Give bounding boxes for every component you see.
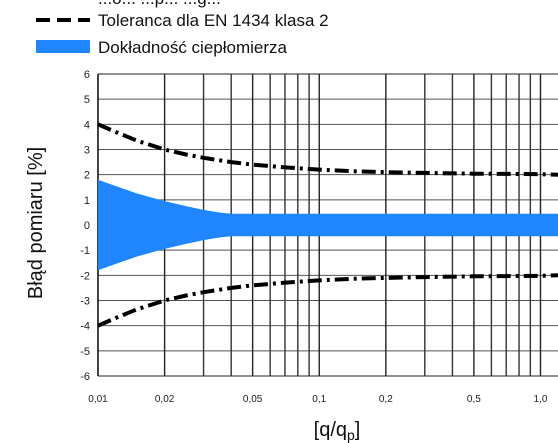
- y-tick-label: -1: [80, 245, 90, 257]
- x-axis-title-subscript: p: [347, 427, 355, 443]
- y-tick-label: 4: [84, 119, 90, 131]
- y-tick-label: 6: [84, 69, 90, 81]
- y-tick-label: -2: [80, 270, 90, 282]
- x-tick-label: 0,2: [379, 394, 393, 405]
- y-tick-label: -4: [80, 321, 90, 333]
- y-tick-label: 1: [84, 195, 90, 207]
- legend-cropped-row: ...ó... ...p... ...g...: [98, 0, 221, 8]
- x-tick-label: 0,05: [243, 394, 263, 405]
- series-tolerance-lower: [97, 273, 558, 328]
- y-axis-ticks: 6 5 4 3 2 1 0 -1 -2 -3 -4 -5 -6: [80, 69, 90, 383]
- x-axis-title-close: ]: [355, 419, 361, 441]
- y-tick-label: 3: [84, 145, 90, 157]
- x-tick-label: 0,5: [467, 394, 481, 405]
- legend-label-accuracy: Dokładność ciepłomierza: [98, 38, 288, 57]
- y-tick-label: -5: [80, 346, 90, 358]
- y-tick-label: -3: [80, 296, 90, 308]
- series-accuracy-band: [98, 179, 558, 271]
- x-tick-label: 1,0: [534, 394, 548, 405]
- x-axis-title: [q/qp]: [314, 419, 361, 443]
- y-tick-label: -6: [80, 371, 90, 383]
- x-tick-label: 0,02: [155, 394, 175, 405]
- y-tick-label: 5: [84, 94, 90, 106]
- y-tick-label: 0: [84, 220, 90, 232]
- plot-area: [97, 73, 558, 377]
- y-axis-title: Błąd pomiaru [%]: [25, 147, 47, 299]
- legend-label-tolerance: Toleranca dla EN 1434 klasa 2: [98, 11, 329, 30]
- legend: Toleranca dla EN 1434 klasa 2 Dokładność…: [36, 11, 329, 57]
- series-tolerance-upper: [97, 122, 558, 177]
- legend-swatch-accuracy: [36, 40, 90, 53]
- x-axis-title-main: [q/q: [314, 419, 347, 441]
- legend-cropped-text: ...ó... ...p... ...g...: [98, 0, 221, 8]
- x-tick-label: 0,1: [312, 394, 326, 405]
- y-tick-label: 2: [84, 170, 90, 182]
- x-tick-label: 0,01: [88, 394, 108, 405]
- x-axis-ticks: 0,01 0,02 0,05 0,1 0,2 0,5 1,0: [88, 394, 548, 405]
